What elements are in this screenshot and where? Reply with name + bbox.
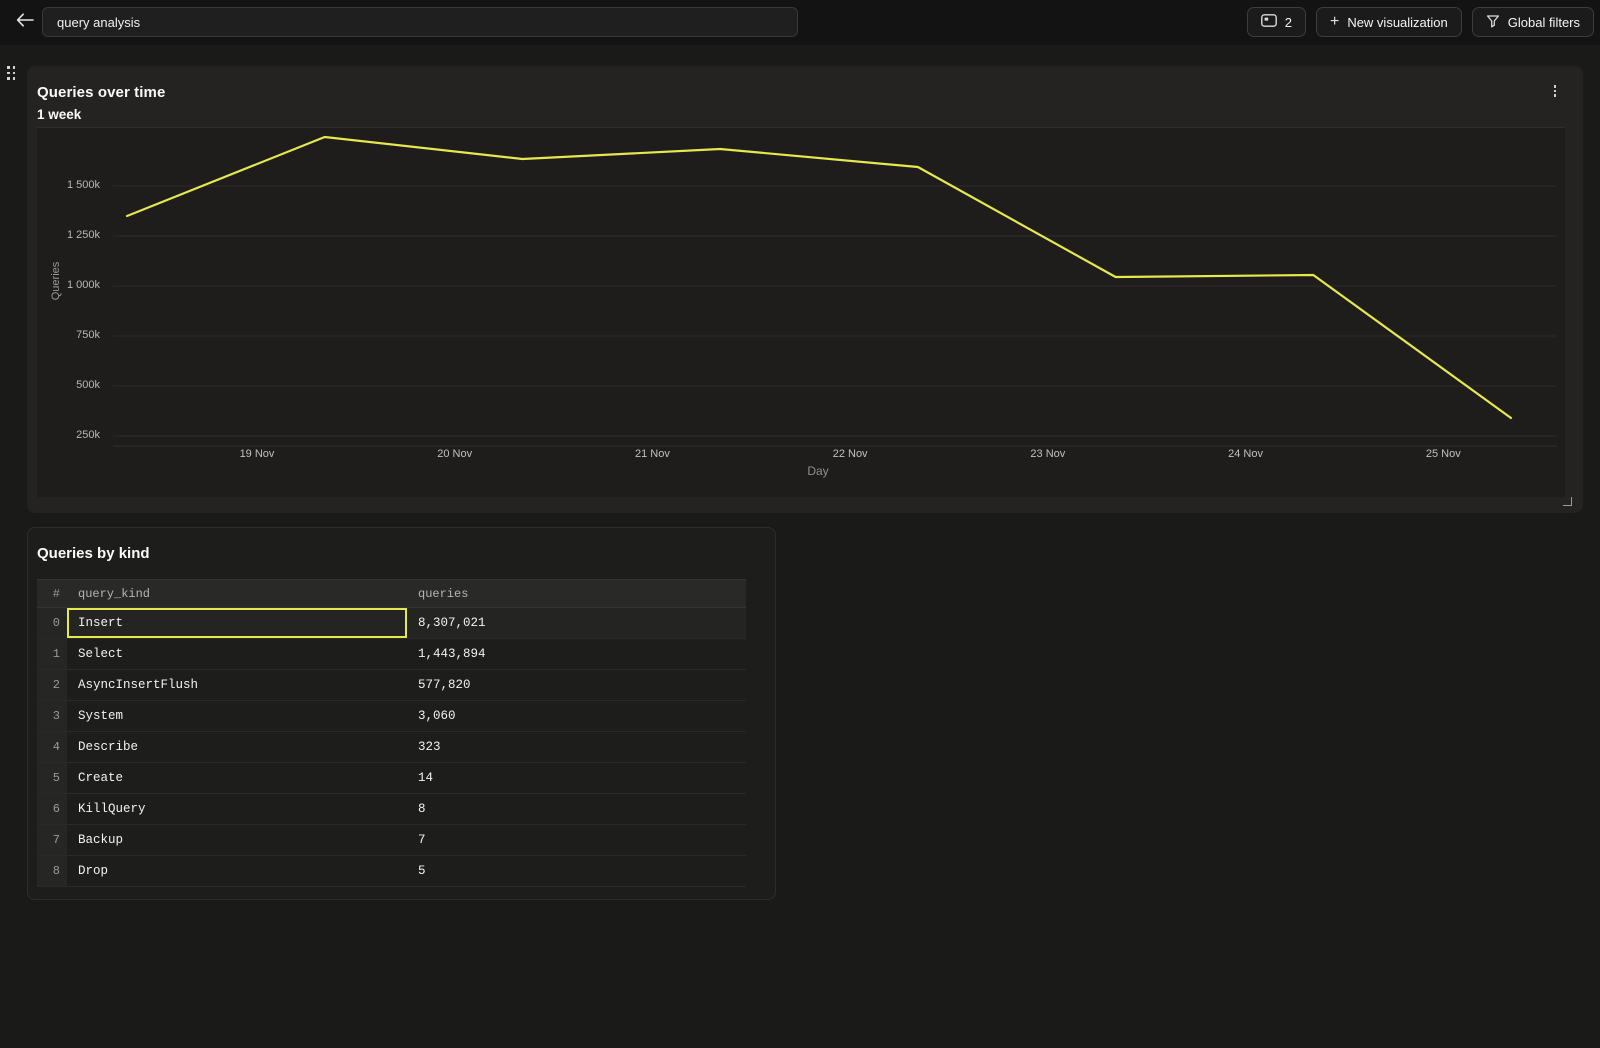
queries-value-cell[interactable]: 3,060 — [418, 709, 456, 723]
table-title: Queries by kind — [37, 545, 150, 562]
funnel-icon — [1486, 14, 1500, 31]
plus-icon: + — [1329, 12, 1340, 30]
queries-value-cell[interactable]: 5 — [418, 864, 426, 878]
table-row: 6 KillQuery 8 — [37, 794, 746, 825]
row-index-cell: 7 — [37, 825, 67, 855]
back-button[interactable] — [14, 11, 36, 33]
y-tick-label: 500k — [76, 379, 100, 391]
chart-title: Queries over time — [37, 84, 166, 101]
row-index-cell: 4 — [37, 732, 67, 762]
row-index-cell: 8 — [37, 856, 67, 886]
query-kind-cell[interactable]: AsyncInsertFlush — [78, 678, 199, 692]
panel-drag-handle-icon[interactable] — [7, 66, 19, 83]
topbar-actions: 2 + New visualization Global filters — [1246, 7, 1594, 37]
dashboard-title-input[interactable] — [42, 7, 798, 37]
x-tick-label: 25 Nov — [1425, 448, 1461, 460]
queries-line-chart — [113, 135, 1557, 447]
table-row: 5 Create 14 — [37, 763, 746, 794]
x-tick-label: 22 Nov — [832, 448, 868, 460]
chart-subtitle: 1 week — [37, 107, 82, 122]
top-bar: 2 + New visualization Global filters — [0, 0, 1600, 45]
queries-over-time-panel: Queries over time 1 week Queries Day 1 5… — [27, 66, 1583, 513]
query-kind-cell[interactable]: Backup — [78, 833, 124, 847]
visualizations-count-button[interactable]: 2 — [1246, 7, 1306, 37]
visualizations-count-label: 2 — [1284, 14, 1292, 30]
console-window-icon — [1260, 14, 1277, 30]
queries-value-cell[interactable]: 323 — [418, 740, 441, 754]
query-kind-cell[interactable]: Insert — [67, 608, 407, 638]
query-kind-cell[interactable]: Create — [78, 771, 124, 785]
queries-value-cell[interactable]: 14 — [418, 771, 434, 785]
query-kind-cell[interactable]: Drop — [78, 864, 109, 878]
y-tick-label: 1 250k — [66, 229, 100, 241]
table-body: 0 Insert 8,307,021 1 Select 1,443,894 2 AsyncIn… — [37, 608, 746, 887]
query-kind-cell[interactable]: Describe — [78, 740, 139, 754]
header-index: # — [52, 586, 60, 601]
queries-value-cell[interactable]: 577,820 — [418, 678, 471, 692]
queries-value-cell[interactable]: 8,307,021 — [418, 616, 486, 630]
y-tick-label: 750k — [76, 329, 100, 341]
query-kind-cell[interactable]: KillQuery — [78, 802, 146, 816]
panel-resize-handle[interactable] — [1563, 497, 1572, 506]
row-index-cell: 6 — [37, 794, 67, 824]
x-tick-label: 23 Nov — [1030, 448, 1066, 460]
table-row: 3 System 3,060 — [37, 701, 746, 732]
x-tick-label: 20 Nov — [437, 448, 473, 460]
row-index-cell: 2 — [37, 670, 67, 700]
header-queries: queries — [418, 586, 469, 601]
kebab-menu-icon[interactable] — [1548, 83, 1562, 101]
table-row: 7 Backup 7 — [37, 825, 746, 856]
queries-value-cell[interactable]: 1,443,894 — [418, 647, 486, 661]
query-kind-cell[interactable]: Select — [78, 647, 124, 661]
row-index-cell: 5 — [37, 763, 67, 793]
row-index-cell: 1 — [37, 639, 67, 669]
table-row: 1 Select 1,443,894 — [37, 639, 746, 670]
queries-value-cell[interactable]: 7 — [418, 833, 426, 847]
table-row: 2 AsyncInsertFlush 577,820 — [37, 670, 746, 701]
table-row: 4 Describe 323 — [37, 732, 746, 763]
query-kind-cell[interactable]: System — [78, 709, 124, 723]
table-row: 8 Drop 5 — [37, 856, 746, 887]
queries-table: # query_kind queries 0 Insert 8,307,021 1 Se… — [37, 579, 746, 887]
header-query-kind: query_kind — [78, 586, 151, 601]
x-tick-label: 24 Nov — [1228, 448, 1263, 460]
y-tick-label: 250k — [76, 429, 100, 441]
y-tick-label: 1 500k — [66, 179, 100, 191]
y-tick-label: 1 000k — [66, 279, 100, 291]
line-chart-plot-area[interactable]: Queries Day 1 500k 1 250k 1 000k 750k 500k 25… — [37, 127, 1565, 497]
global-filters-button[interactable]: Global filters — [1471, 7, 1594, 37]
queries-value-cell[interactable]: 8 — [418, 802, 426, 816]
x-axis-label: Day — [807, 464, 829, 478]
new-visualization-button[interactable]: + New visualization — [1315, 7, 1462, 37]
row-index-cell: 3 — [37, 701, 67, 731]
table-header-row: # query_kind queries — [37, 579, 746, 608]
queries-by-kind-panel: Queries by kind # query_kind queries 0 In… — [27, 527, 776, 900]
new-visualization-label: New visualization — [1347, 14, 1448, 30]
row-index-cell: 0 — [37, 608, 67, 638]
back-arrow-icon — [16, 12, 34, 32]
global-filters-label: Global filters — [1507, 14, 1580, 30]
x-tick-label: 19 Nov — [239, 448, 275, 460]
table-row: 0 Insert 8,307,021 — [37, 608, 746, 639]
x-tick-label: 21 Nov — [634, 448, 670, 460]
